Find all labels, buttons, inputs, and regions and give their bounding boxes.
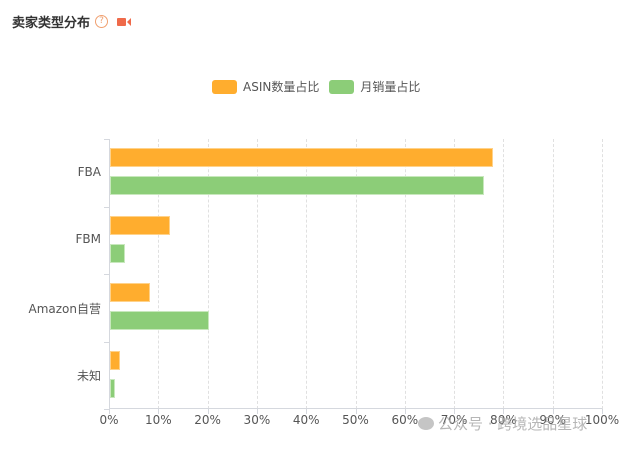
chart-title: 卖家类型分布 <box>12 16 91 31</box>
y-tick <box>104 139 109 140</box>
x-tick-label: 50% <box>342 413 369 427</box>
grid-line <box>454 139 456 409</box>
x-tick-label: 30% <box>243 413 271 427</box>
bar-asin[interactable] <box>110 148 494 167</box>
legend-swatch-asin <box>212 79 237 94</box>
x-tick-label: 20% <box>194 413 221 427</box>
x-tick-label: 0% <box>99 413 119 427</box>
x-axis <box>109 408 602 409</box>
grid-line <box>306 139 308 409</box>
grid-line <box>158 139 160 409</box>
plot-area <box>104 139 603 414</box>
legend-swatch-sales <box>329 79 355 94</box>
chart-legend: ASIN数量占比 月销量占比 <box>212 78 420 95</box>
legend-label-asin: ASIN数量占比 <box>243 80 320 94</box>
y-tick <box>104 274 109 275</box>
y-tick <box>104 206 109 208</box>
bar-sales[interactable] <box>110 378 115 398</box>
legend-item-sales[interactable]: 月销量占比 <box>329 78 420 95</box>
x-tick-label: 80% <box>490 413 517 427</box>
x-tick <box>404 409 406 414</box>
x-tick <box>109 409 110 414</box>
x-tick <box>207 409 209 414</box>
grid-line <box>256 139 258 409</box>
grid-line <box>355 139 357 409</box>
x-tick-label: 10% <box>144 413 172 427</box>
y-category-label: FBA <box>77 164 101 179</box>
y-tick <box>104 409 109 410</box>
y-category-label: Amazon自营 <box>28 301 102 316</box>
bar-asin[interactable] <box>110 283 151 302</box>
grid-line <box>552 139 554 409</box>
x-tick <box>355 409 357 414</box>
watermark-text: 公众号 · 跨境选品星球 <box>438 415 588 433</box>
x-tick <box>552 409 554 414</box>
grid-line <box>207 139 209 409</box>
y-category-label: FBM <box>75 232 102 247</box>
watermark: 公众号 · 跨境选品星球 <box>418 413 587 434</box>
bar-sales[interactable] <box>110 311 209 330</box>
bar-asin[interactable] <box>110 215 171 235</box>
x-tick-label: 70% <box>440 413 468 427</box>
x-tick-label: 40% <box>292 413 320 427</box>
grid-line <box>503 139 505 409</box>
x-tick <box>503 409 505 414</box>
y-axis <box>109 139 110 409</box>
x-tick <box>158 409 160 414</box>
chart-title-bar: 卖家类型分布 ? <box>12 12 132 31</box>
x-tick <box>602 409 603 414</box>
legend-label-sales: 月销量占比 <box>360 80 421 94</box>
bar-asin[interactable] <box>110 350 121 370</box>
wechat-icon <box>418 417 434 430</box>
x-tick-label: 100% <box>584 413 620 427</box>
bar-sales[interactable] <box>110 176 485 195</box>
legend-item-asin[interactable]: ASIN数量占比 <box>212 78 319 95</box>
y-category-label: 未知 <box>76 369 101 384</box>
x-tick <box>454 409 456 414</box>
x-tick-label: 60% <box>391 413 419 427</box>
y-tick <box>104 341 109 343</box>
x-tick <box>256 409 258 414</box>
grid-line <box>602 139 603 409</box>
grid-line <box>404 139 406 409</box>
bar-sales[interactable] <box>110 243 126 263</box>
x-tick <box>306 409 308 414</box>
x-tick-label: 90% <box>539 413 567 427</box>
question-circle-icon[interactable]: ? <box>95 15 109 28</box>
video-camera-icon[interactable] <box>117 17 132 26</box>
